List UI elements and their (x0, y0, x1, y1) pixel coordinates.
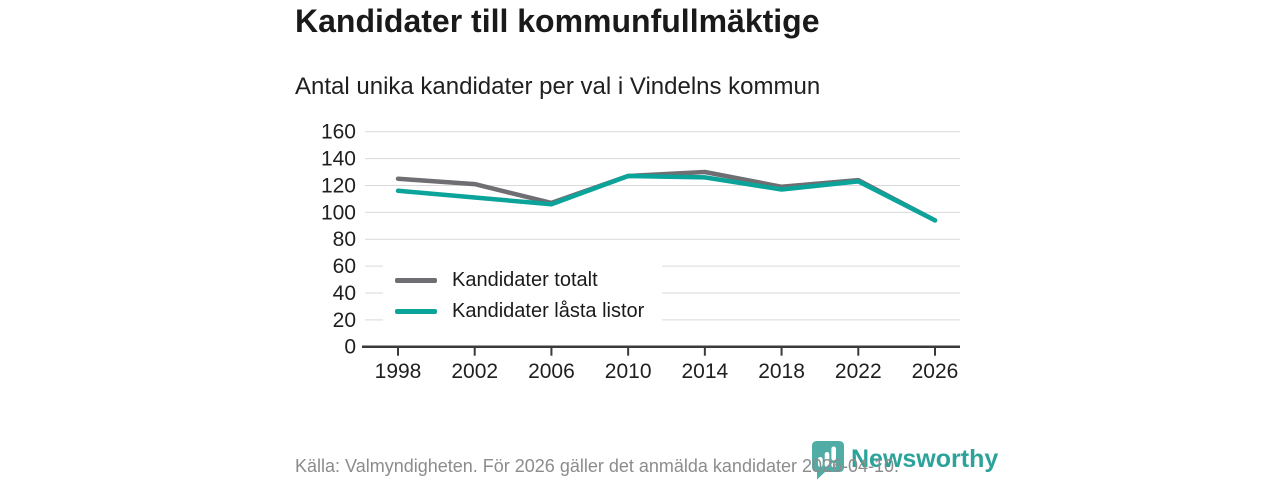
x-tick-label: 2026 (912, 360, 959, 383)
x-tick-label: 2014 (681, 360, 728, 383)
source-note: Källa: Valmyndigheten. För 2026 gäller d… (295, 456, 900, 476)
chart-legend: Kandidater totalt Kandidater låsta listor (383, 262, 663, 332)
y-tick-label: 0 (344, 336, 356, 359)
legend-swatch (395, 278, 437, 283)
line-chart: 1998 2002 2006 2010 2014 2018 2022 2026 0 20 40 60 8… (321, 121, 960, 383)
legend-label: Kandidater totalt (452, 269, 598, 291)
x-tick-label: 2022 (835, 360, 882, 383)
legend-label: Kandidater låsta listor (452, 300, 645, 322)
y-tick-label: 120 (321, 174, 356, 197)
x-tick-label: 2006 (528, 360, 575, 383)
newsworthy-wordmark: Newsworthy (851, 445, 999, 473)
legend-item: Kandidater totalt (395, 269, 644, 292)
y-tick-label: 20 (333, 309, 356, 332)
y-tick-label: 100 (321, 201, 356, 224)
y-tick-label: 140 (321, 148, 356, 171)
y-tick-label: 40 (333, 282, 356, 305)
y-tick-label: 80 (333, 228, 356, 251)
x-tick-label: 2010 (605, 360, 652, 383)
x-tick-label: 2018 (758, 360, 805, 383)
y-tick-label: 60 (333, 255, 356, 278)
y-tick-label: 160 (321, 121, 356, 144)
x-tick-label: 2002 (451, 360, 498, 383)
chart-subtitle: Antal unika kandidater per val i Vindeln… (295, 73, 821, 100)
chart-title: Kandidater till kommunfullmäktige (295, 3, 820, 39)
legend-swatch (395, 309, 437, 314)
newsworthy-logo: Newsworthy (810, 440, 998, 480)
speech-bubble-bar-chart-icon (812, 441, 844, 480)
series-line-1 (395, 173, 938, 223)
legend-item: Kandidater låsta listor (395, 300, 644, 323)
x-tick-label: 1998 (375, 360, 422, 383)
